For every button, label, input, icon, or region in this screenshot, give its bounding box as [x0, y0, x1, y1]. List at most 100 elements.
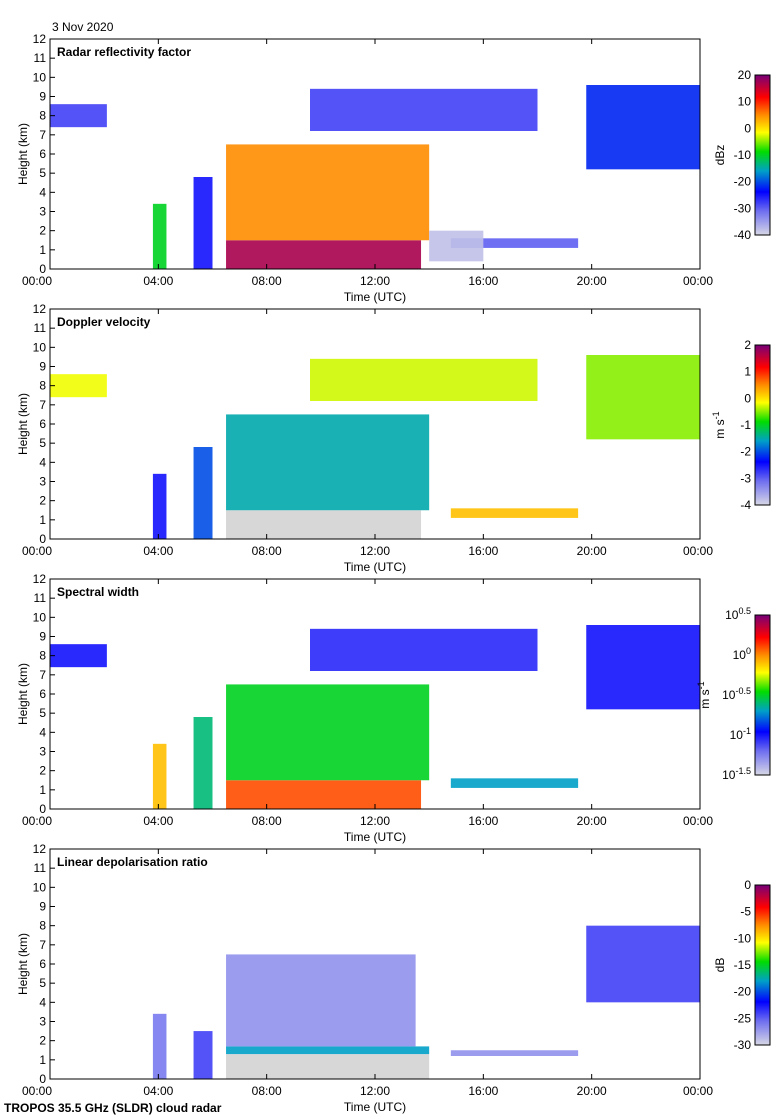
panel-title: Spectral width: [57, 585, 139, 599]
y-tick-label: 9: [39, 630, 46, 644]
colorbar-label: dB: [713, 958, 727, 973]
y-tick-label: 7: [39, 938, 46, 952]
y-tick-label: 8: [39, 649, 46, 663]
y-tick-label: 6: [39, 147, 46, 161]
y-tick-label: 12: [33, 302, 47, 316]
data-region: [193, 717, 213, 809]
footer-label: TROPOS 35.5 GHz (SLDR) cloud radar: [4, 1101, 222, 1115]
data-region: [193, 177, 213, 269]
colorbar-tick-label: -3: [740, 471, 751, 485]
y-tick-label: 10: [33, 610, 47, 624]
x-tick-label: 00:00: [683, 814, 713, 828]
colorbar-label-base: m s: [713, 419, 727, 438]
x-tick-label: 08:00: [252, 274, 282, 288]
x-tick-label: 04:00: [143, 544, 173, 558]
x-tick-label: 16:00: [468, 814, 498, 828]
y-tick-label: 5: [39, 706, 46, 720]
colorbar-tick-label: -30: [734, 201, 752, 215]
data-region: [310, 88, 538, 131]
tick-base: 10: [722, 688, 736, 702]
panel-title: Linear depolarisation ratio: [57, 855, 208, 869]
colorbar-label: dBz: [713, 145, 727, 166]
y-tick-label: 2: [39, 1034, 46, 1048]
x-tick-label: 08:00: [252, 814, 282, 828]
colorbar-tick-label: -25: [734, 1011, 752, 1025]
data-region: [586, 625, 700, 710]
y-tick-label: 10: [33, 340, 47, 354]
data-region: [226, 780, 422, 809]
x-tick-label: 04:00: [143, 1084, 173, 1098]
y-tick-label: 4: [39, 995, 46, 1009]
y-tick-label: 0: [39, 532, 46, 546]
colorbar-tick-label: -40: [734, 228, 752, 242]
tick-base: 10: [722, 768, 736, 782]
data-region: [586, 925, 700, 1003]
x-tick-label: 00:00: [22, 544, 52, 558]
data-region: [193, 447, 213, 539]
y-tick-label: 10: [33, 880, 47, 894]
tick-base: 10: [730, 728, 744, 742]
y-tick-label: 4: [39, 455, 46, 469]
x-tick-label: 20:00: [577, 814, 607, 828]
colorbar-tick-label: -5: [740, 905, 751, 919]
y-tick-label: 9: [39, 900, 46, 914]
data-region: [152, 473, 167, 539]
colorbar-label-exponent: -1: [696, 681, 706, 689]
data-region: [450, 508, 579, 518]
y-tick-label: 3: [39, 1015, 46, 1029]
colorbar-tick-label: 10: [738, 95, 752, 109]
colorbar-label-base: m s: [698, 689, 712, 708]
colorbar: [754, 344, 771, 506]
data-region: [226, 954, 416, 1047]
tick-exponent: 0: [746, 646, 751, 656]
x-tick-label: 20:00: [577, 1084, 607, 1098]
colorbar-tick-label: -20: [734, 175, 752, 189]
x-tick-label: 08:00: [252, 1084, 282, 1098]
y-tick-label: 0: [39, 802, 46, 816]
y-tick-label: 11: [34, 321, 47, 335]
colorbar-tick-label: 10-1: [730, 726, 751, 742]
data-region: [226, 1054, 430, 1079]
y-tick-label: 3: [39, 745, 46, 759]
tick-exponent: -1.5: [735, 766, 751, 776]
panel-title: Radar reflectivity factor: [57, 45, 191, 59]
x-axis-label: Time (UTC): [344, 830, 406, 844]
y-tick-label: 11: [34, 861, 47, 875]
colorbar-tick-label: 1: [744, 365, 751, 379]
y-tick-label: 3: [39, 475, 46, 489]
x-axis-label: Time (UTC): [344, 560, 406, 574]
y-tick-label: 1: [39, 513, 46, 527]
colorbar-tick-label: -4: [740, 498, 751, 512]
colorbar-tick-label: -2: [740, 445, 751, 459]
y-axis-label: Height (km): [16, 393, 30, 455]
colorbar: [754, 884, 771, 1046]
y-tick-label: 7: [39, 668, 46, 682]
data-region: [310, 358, 538, 401]
data-region: [226, 144, 430, 241]
x-tick-label: 04:00: [143, 274, 173, 288]
x-tick-label: 08:00: [252, 544, 282, 558]
x-tick-label: 20:00: [577, 274, 607, 288]
x-axis-label: Time (UTC): [344, 290, 406, 304]
colorbar-tick-label: 20: [738, 68, 752, 82]
data-region: [429, 230, 484, 262]
date-label: 3 Nov 2020: [52, 20, 114, 34]
colorbar-tick-label: 2: [744, 338, 751, 352]
colorbar-tick-label: -20: [734, 985, 752, 999]
y-tick-label: 4: [39, 725, 46, 739]
x-tick-label: 00:00: [22, 274, 52, 288]
y-tick-label: 0: [39, 262, 46, 276]
y-tick-label: 12: [33, 842, 47, 856]
colorbar-tick-label: -30: [734, 1038, 752, 1052]
data-region: [310, 628, 538, 671]
colorbar-tick-label: 0: [744, 121, 751, 135]
y-tick-label: 1: [39, 783, 46, 797]
tick-base: 10: [733, 648, 747, 662]
data-region: [152, 743, 167, 809]
panel-title: Doppler velocity: [57, 315, 151, 329]
x-tick-label: 20:00: [577, 544, 607, 558]
y-tick-label: 7: [39, 398, 46, 412]
y-tick-label: 7: [39, 128, 46, 142]
colorbar-label: m s-1: [711, 411, 727, 438]
